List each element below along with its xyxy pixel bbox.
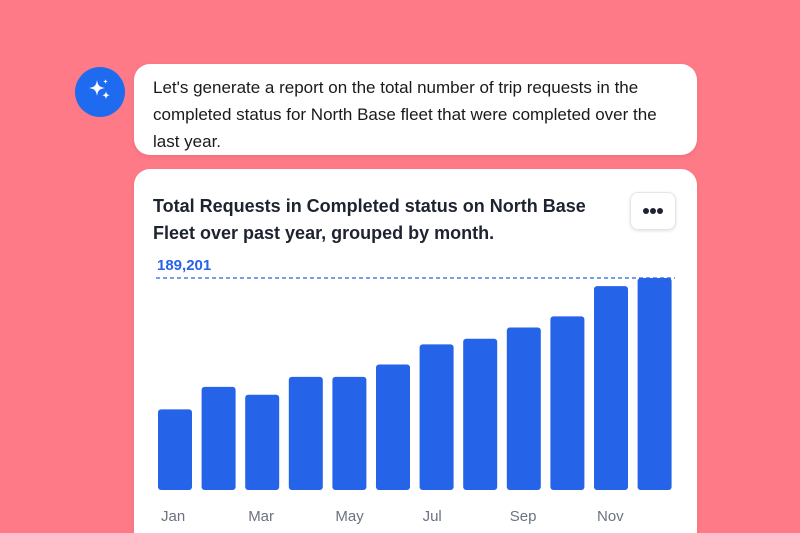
x-tick-label: Jan <box>161 508 185 525</box>
assistant-avatar <box>75 67 125 117</box>
more-horizontal-icon <box>642 202 664 220</box>
bar-mar[interactable] <box>245 394 280 490</box>
bar-sep[interactable] <box>506 327 541 490</box>
x-tick-label: Nov <box>597 508 624 525</box>
sparkles-icon <box>86 76 114 109</box>
bar-oct[interactable] <box>550 316 585 490</box>
bar-chart: 189,201 Jan Mar May Jul Sep Nov <box>156 257 675 525</box>
bar-may[interactable] <box>332 376 367 490</box>
chart-title: Total Requests in Completed status on No… <box>153 196 586 243</box>
prompt-message: Let's generate a report on the total num… <box>134 64 697 155</box>
bar-nov[interactable] <box>594 286 628 490</box>
x-tick-label: Sep <box>510 508 537 525</box>
report-card: Total Requests in Completed status on No… <box>134 169 697 533</box>
bar-aug[interactable] <box>463 338 498 490</box>
x-tick-label: Mar <box>248 508 274 525</box>
max-value-label: 189,201 <box>157 257 211 274</box>
x-tick-label: Jul <box>423 508 442 525</box>
prompt-text: Let's generate a report on the total num… <box>153 78 657 151</box>
x-tick-label: May <box>335 508 364 525</box>
bar-dec[interactable] <box>637 278 672 490</box>
bar-feb[interactable] <box>201 386 236 490</box>
bar-jan[interactable] <box>158 409 192 490</box>
bar-jun[interactable] <box>376 364 410 490</box>
bar-apr[interactable] <box>288 376 323 490</box>
bar-jul[interactable] <box>419 344 454 490</box>
more-options-button[interactable] <box>630 192 676 230</box>
